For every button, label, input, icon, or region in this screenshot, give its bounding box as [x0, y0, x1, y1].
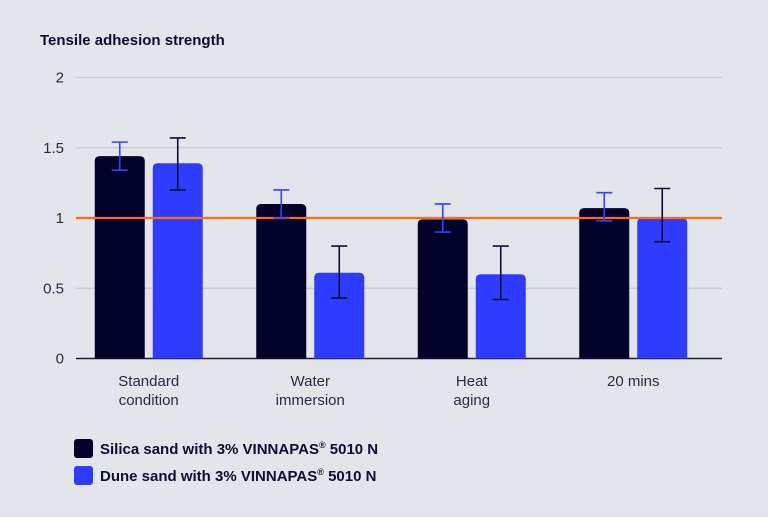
error-bar — [596, 191, 613, 222]
error-bars — [111, 137, 671, 301]
error-bar — [434, 203, 451, 233]
y-tick-label: 0 — [56, 351, 64, 368]
y-axis-ticks: 0 0.5 1 1.5 2 — [43, 70, 64, 368]
bars — [94, 156, 688, 359]
error-bar — [111, 141, 128, 172]
x-tick-label-line: condition — [119, 392, 179, 409]
x-tick-label: 20 mins — [607, 373, 660, 390]
legend: Silica sand with 3% VINNAPAS® 5010 N Dun… — [74, 435, 378, 489]
bar — [152, 163, 203, 359]
x-tick-label-line: Water — [291, 373, 330, 390]
bar — [94, 156, 145, 359]
legend-label-dune: Dune sand with 3% VINNAPAS® 5010 N — [100, 466, 377, 485]
bar — [417, 219, 468, 359]
x-tick-label-line: 20 mins — [607, 373, 660, 390]
bar — [256, 203, 307, 359]
error-bar — [169, 137, 186, 191]
x-tick-label-line: aging — [453, 392, 490, 409]
y-tick-label: 1.5 — [43, 140, 64, 157]
bar — [637, 218, 688, 359]
legend-swatch-silica — [74, 439, 93, 458]
error-bar — [654, 187, 671, 243]
x-axis-labels: Standard condition Water immersion Heat aging… — [118, 373, 659, 409]
y-tick-label: 0.5 — [43, 280, 64, 297]
bar — [314, 272, 365, 359]
x-tick-label: Water immersion — [276, 373, 345, 409]
legend-item-dune: Dune sand with 3% VINNAPAS® 5010 N — [74, 462, 378, 489]
y-tick-label: 2 — [56, 70, 64, 87]
error-bar — [273, 189, 290, 219]
legend-swatch-dune — [74, 466, 93, 485]
x-tick-label: Standard condition — [118, 373, 179, 409]
bar — [579, 208, 630, 359]
error-bar — [331, 245, 348, 299]
legend-item-silica: Silica sand with 3% VINNAPAS® 5010 N — [74, 435, 378, 462]
legend-label-silica: Silica sand with 3% VINNAPAS® 5010 N — [100, 439, 379, 458]
x-tick-label-line: Heat — [456, 373, 489, 390]
y-tick-label: 1 — [56, 210, 64, 227]
bar — [475, 274, 526, 359]
x-tick-label: Heat aging — [453, 373, 490, 409]
x-tick-label-line: immersion — [276, 392, 345, 409]
chart-title: Tensile adhesion strength — [40, 32, 225, 49]
x-tick-label-line: Standard — [118, 373, 179, 390]
error-bar — [492, 245, 509, 301]
